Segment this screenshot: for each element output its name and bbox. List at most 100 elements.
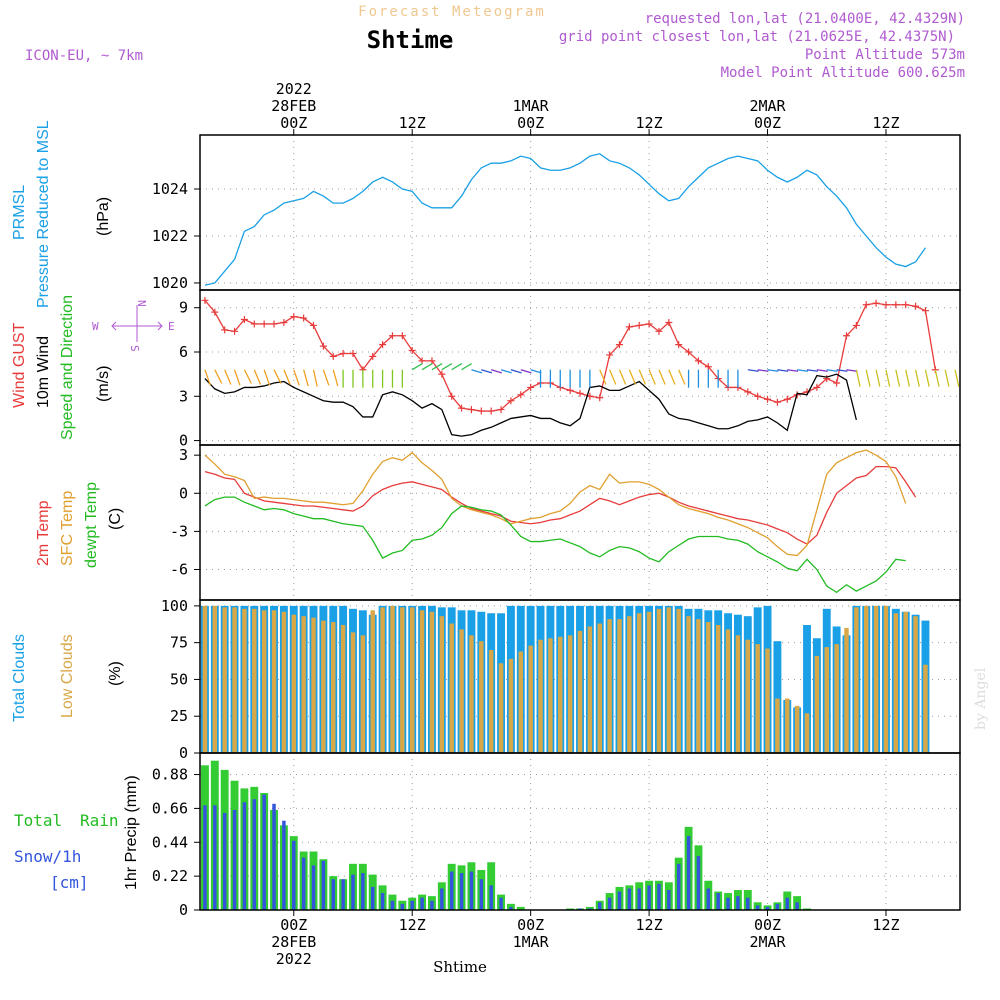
bar-low-clouds [252,608,257,753]
gust-marker [596,394,604,402]
y-tick-label: -3 [170,522,188,540]
bar-low-clouds [567,635,573,753]
wind-arrow-icon [609,369,617,385]
gust-marker [487,407,495,415]
wind-arrow-icon [490,369,502,374]
bar-snow [795,902,799,910]
wind-arrow-icon [816,369,828,372]
gust-marker [635,321,643,329]
bar-low-clouds [785,698,790,753]
gust-marker [300,314,308,322]
panel-frame [199,752,961,911]
total-clouds-label: Total Clouds [11,634,28,722]
grid-point-coords: grid point closest lon,lat (21.0625E, 42… [559,29,955,45]
bar-low-clouds [755,644,760,753]
bottom-time-label: 2022 [276,950,312,968]
top-time-label: 2MAR [749,97,786,115]
bar-low-clouds [400,607,405,753]
chart-title: Forecast Meteogram [358,4,546,20]
bar-snow [578,908,582,910]
bar-total-rain [566,908,575,910]
wind-10m-label: 10m Wind [35,336,52,408]
series-line-prmsl [204,153,926,286]
snow-unit-label: [cm] [50,873,89,892]
bar-low-clouds [479,641,484,753]
y-tick-label: 0 [179,744,188,762]
wind-arrow-icon [599,369,607,385]
wind-arrow-icon [944,369,950,387]
bar-snow [696,856,701,910]
low-clouds-label: Low Clouds [59,634,76,718]
y-tick-label: 0 [179,432,188,450]
bar-low-clouds [706,622,711,753]
bar-total-rain [516,906,525,910]
model-point-altitude: Model Point Altitude 600.625m [721,65,965,81]
bar-snow [637,888,641,910]
bar-snow [667,889,671,910]
bar-low-clouds [646,611,652,753]
bar-low-clouds [864,605,869,753]
top-time-label: 12Z [872,114,899,132]
wind-arrow-icon [451,363,463,371]
bar-low-clouds [854,607,859,753]
gust-marker [349,349,357,357]
bar-low-clouds [488,650,494,753]
bar-low-clouds [558,636,563,753]
wind-arrow-icon [303,369,309,387]
bar-total-clouds [803,625,811,753]
gust-marker [882,301,890,309]
wind-arrow-icon [678,369,686,385]
y-tick-label: 25 [170,707,188,725]
y-tick-label: 3 [179,387,188,405]
point-altitude: Point Altitude 573m [805,47,965,63]
bar-snow [617,891,622,910]
gust-marker [477,407,485,415]
bar-snow [746,897,750,910]
top-time-label: 2022 [276,80,312,98]
wind-arrow-icon [777,369,789,372]
bar-low-clouds [222,607,227,753]
bar-low-clouds [814,655,820,753]
gust-marker [892,301,900,309]
bar-low-clouds [548,638,553,753]
bar-snow [262,794,266,910]
gust-marker [764,395,772,403]
y-tick-label: 0 [179,901,188,919]
bar-snow [449,871,454,910]
bar-low-clouds [686,616,691,753]
location-name: Shtime [367,26,454,54]
bar-snow [657,883,661,910]
bar-snow [785,897,789,910]
wind-arrow-icon [500,369,512,374]
bar-snow [479,879,484,910]
bar-low-clouds [834,644,839,753]
gust-marker [240,316,248,324]
y-tick-label: 1020 [152,274,188,292]
top-time-label: 1MAR [513,97,550,115]
precip-labels: Total Rain Snow/1h [cm] 1hr Precip (mm) [14,775,140,892]
prmsl-label: PRMSL [11,185,28,240]
bar-low-clouds [913,616,918,753]
bar-low-clouds [637,613,642,753]
bar-low-clouds [725,629,731,753]
gust-marker [507,397,515,405]
bar-snow [440,888,444,910]
top-time-label: 12Z [636,114,663,132]
bar-snow [765,906,770,910]
bar-snow [321,860,326,910]
temp-unit-label: (C) [107,508,124,530]
bottom-time-label: 2MAR [749,933,786,951]
pressure-unit-label: (hPa) [95,197,112,236]
wind-arrow-icon [797,369,808,372]
wind-arrow-icon [421,363,433,371]
wind-arrow-icon [885,369,891,387]
bar-snow [252,799,257,910]
bar-low-clouds [893,613,899,753]
compass-north: N [135,300,148,307]
footer-location: Shtime [433,958,487,976]
bar-low-clouds [824,647,829,753]
wind-arrow-icon [767,369,779,372]
bar-snow [736,896,740,910]
gust-marker [833,379,841,387]
bar-low-clouds [409,607,415,753]
